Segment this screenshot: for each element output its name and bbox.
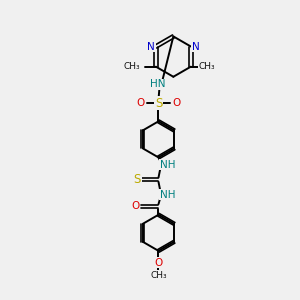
Text: N: N (192, 41, 200, 52)
Text: CH₃: CH₃ (150, 271, 167, 280)
Text: CH₃: CH₃ (123, 62, 140, 71)
Text: O: O (131, 201, 139, 211)
Text: NH: NH (160, 160, 175, 170)
Text: HN: HN (150, 79, 165, 89)
Text: O: O (154, 257, 163, 268)
Text: O: O (172, 98, 181, 108)
Text: S: S (134, 173, 141, 186)
Text: S: S (155, 97, 162, 110)
Text: N: N (147, 41, 155, 52)
Text: O: O (136, 98, 145, 108)
Text: CH₃: CH₃ (198, 62, 215, 71)
Text: NH: NH (160, 190, 175, 200)
